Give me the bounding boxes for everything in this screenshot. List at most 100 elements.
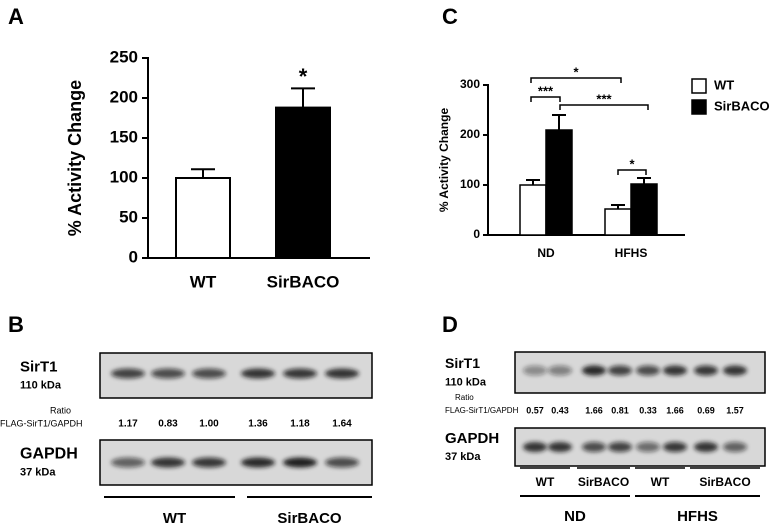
ratio-sublabel: FLAG-SirT1/GAPDH — [445, 406, 519, 415]
blot-band — [523, 365, 547, 376]
blot-band — [723, 365, 747, 376]
significance-label: * — [573, 64, 579, 79]
blot-band — [608, 365, 632, 376]
ratio-label: Ratio — [455, 393, 474, 402]
blot-band — [111, 457, 145, 468]
legend-swatch — [691, 78, 707, 94]
blot-sublabel: 110 kDa — [445, 376, 487, 388]
blot-band — [636, 365, 660, 376]
y-tick-label: 0 — [129, 247, 138, 266]
subgroup-label: WT — [536, 475, 555, 489]
ratio-value: 0.81 — [611, 405, 629, 415]
y-tick-label: 100 — [110, 167, 138, 186]
ratio-value: 1.66 — [585, 405, 603, 415]
x-tick-label: HFHS — [615, 246, 648, 260]
ratio-value: 0.69 — [697, 405, 715, 415]
blot-band — [582, 442, 606, 452]
ratio-label: Ratio — [50, 405, 71, 415]
blot-label: SirT1 — [445, 355, 480, 371]
group-label: WT — [163, 510, 186, 527]
blot-sublabel: 37 kDa — [20, 466, 56, 478]
blot-band — [283, 368, 317, 379]
blot-band — [151, 457, 185, 468]
significance-bracket — [559, 104, 649, 110]
legend-label: SirBACO — [714, 98, 770, 113]
group-label: ND — [564, 508, 586, 525]
y-axis-label: % Activity Change — [65, 80, 85, 236]
significance-bracket — [530, 77, 622, 83]
blot-band — [241, 368, 275, 379]
error-bar — [637, 177, 651, 184]
y-tick-label: 200 — [110, 87, 138, 106]
blot-label: GAPDH — [445, 430, 499, 447]
y-tick-label: 150 — [110, 127, 138, 146]
blot-band — [582, 365, 606, 376]
y-tick-label: 300 — [460, 77, 480, 91]
bar — [630, 183, 658, 236]
error-bar — [291, 87, 315, 108]
blot-label: GAPDH — [20, 446, 78, 463]
blot-sublabel: 110 kDa — [20, 379, 62, 391]
subgroup-label: SirBACO — [699, 475, 750, 489]
y-tick-label: 0 — [473, 227, 480, 241]
significance-bracket — [530, 96, 561, 102]
significance-label: *** — [596, 91, 612, 106]
subgroup-label: WT — [651, 475, 670, 489]
ratio-value: 0.57 — [526, 405, 544, 415]
blot-band — [663, 442, 687, 452]
blot-band — [283, 457, 317, 468]
y-tick-label: 250 — [110, 47, 138, 66]
group-label: SirBACO — [277, 510, 342, 527]
panel-label: A — [8, 4, 24, 29]
bar — [604, 208, 632, 236]
significance-label: * — [629, 156, 635, 171]
ratio-value: 1.00 — [199, 419, 219, 430]
bar — [275, 106, 331, 259]
error-bar — [552, 114, 566, 130]
ratio-value: 0.43 — [551, 405, 569, 415]
significance-label: *** — [538, 83, 554, 98]
ratio-value: 1.17 — [118, 419, 138, 430]
blot-band — [192, 457, 226, 468]
blot-band — [608, 442, 632, 452]
ratio-value: 1.57 — [726, 405, 744, 415]
x-tick-label: WT — [190, 272, 217, 291]
legend-label: WT — [714, 77, 734, 92]
ratio-sublabel: FLAG-SirT1/GAPDH — [0, 418, 83, 428]
blot-band — [636, 442, 660, 452]
blot-band — [325, 368, 359, 379]
blot-band — [192, 368, 226, 379]
panel-label: D — [442, 312, 458, 337]
blot-band — [548, 442, 572, 452]
x-tick-label: ND — [537, 246, 555, 260]
error-bar — [191, 168, 215, 178]
panel-label: B — [8, 312, 24, 337]
bar — [519, 184, 547, 236]
significance-bracket — [617, 169, 647, 175]
ratio-value: 1.36 — [248, 419, 268, 430]
blot-sublabel: 37 kDa — [445, 451, 481, 463]
blot-band — [663, 365, 687, 376]
blot-band — [523, 442, 547, 452]
y-tick-label: 200 — [460, 127, 480, 141]
y-axis-label: % Activity Change — [437, 108, 451, 213]
blot-band — [723, 442, 747, 452]
blot-band — [111, 368, 145, 379]
legend-swatch — [691, 99, 707, 115]
y-tick-label: 100 — [460, 177, 480, 191]
ratio-value: 1.64 — [332, 419, 352, 430]
blot-band — [241, 457, 275, 468]
blot-band — [325, 457, 359, 468]
y-tick-label: 50 — [119, 207, 138, 226]
annotation: * — [299, 64, 308, 89]
blot-band — [151, 368, 185, 379]
blot-band — [694, 442, 718, 452]
ratio-value: 1.66 — [666, 405, 684, 415]
panel-label: C — [442, 4, 458, 29]
error-bar — [526, 179, 540, 185]
subgroup-label: SirBACO — [578, 475, 629, 489]
ratio-value: 1.18 — [290, 419, 310, 430]
bar — [175, 177, 231, 259]
blot-band — [694, 365, 718, 376]
blot-label: SirT1 — [20, 358, 58, 375]
